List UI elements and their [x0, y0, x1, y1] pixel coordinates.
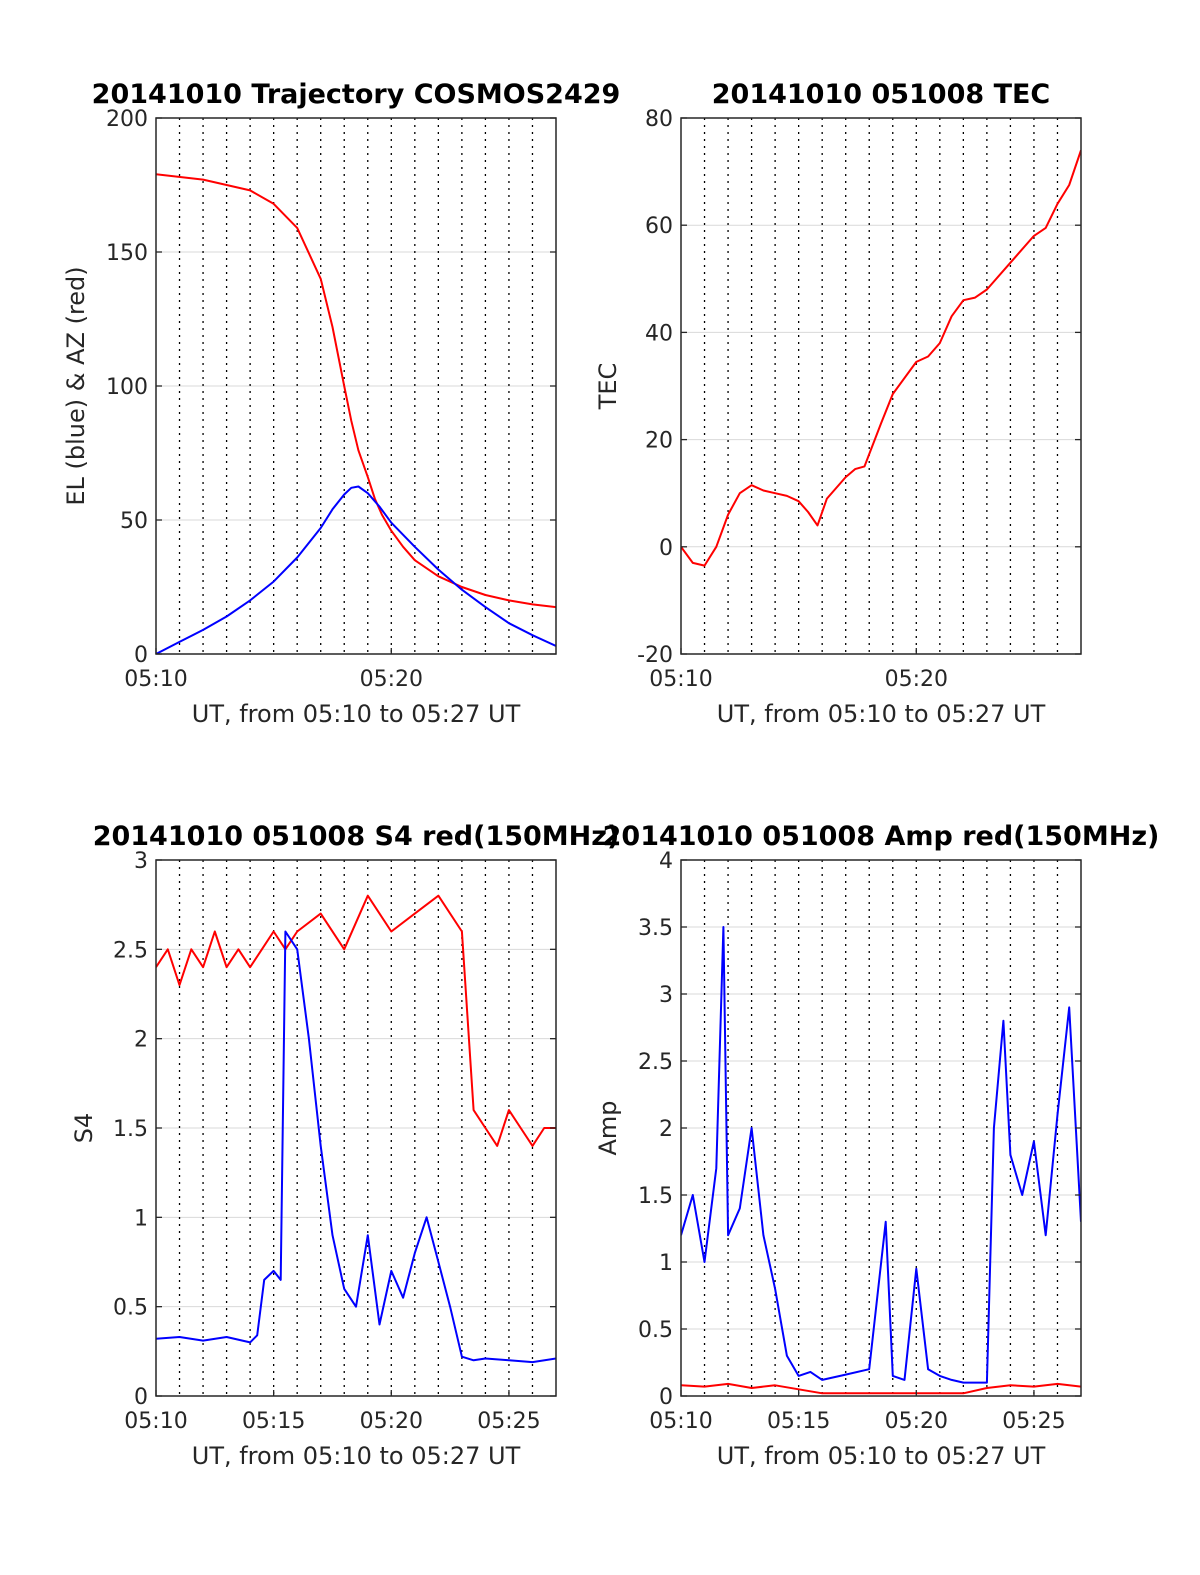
chart-trajectory: 20141010 Trajectory COSMOS2429 UT, from …	[62, 79, 620, 728]
y-tick-label: 50	[120, 509, 148, 534]
y-tick-label: 3.5	[638, 916, 673, 941]
x-tick-label: 05:10	[124, 1409, 187, 1434]
y-tick-label: 20	[645, 429, 673, 454]
x-tick-label: 05:20	[885, 667, 948, 692]
y-axis-label: Amp	[594, 1100, 622, 1155]
y-tick-label: 0	[134, 643, 148, 668]
y-tick-label: 60	[645, 214, 673, 239]
y-tick-label: 200	[106, 107, 148, 132]
x-tick-label: 05:10	[124, 667, 187, 692]
chart-title: 20141010 051008 Amp red(150MHz)	[603, 821, 1160, 852]
y-tick-label: 3	[659, 983, 673, 1008]
y-tick-label: -20	[637, 643, 673, 668]
y-axis-label: EL (blue) & AZ (red)	[62, 266, 90, 505]
y-tick-label: 4	[659, 849, 673, 874]
y-tick-label: 2	[134, 1028, 148, 1053]
series-line-1	[681, 926, 1081, 1384]
y-tick-label: 0.5	[638, 1318, 673, 1343]
x-tick-label: 05:20	[360, 1409, 423, 1434]
y-tick-label: 1.5	[113, 1117, 148, 1142]
x-tick-label: 05:15	[242, 1409, 305, 1434]
x-tick-label: 05:25	[477, 1409, 540, 1434]
x-tick-label: 05:10	[649, 1409, 712, 1434]
y-tick-label: 0	[659, 1385, 673, 1410]
chart-title: 20141010 051008 S4 red(150MHz)	[93, 821, 620, 852]
series-line-0	[156, 173, 556, 609]
y-tick-label: 0	[134, 1385, 148, 1410]
chart-s4: 20141010 051008 S4 red(150MHz) UT, from …	[70, 821, 619, 1470]
y-tick-label: 2	[659, 1117, 673, 1142]
chart-title: 20141010 051008 TEC	[712, 79, 1051, 110]
y-tick-label: 150	[106, 241, 148, 266]
chart-amp: 20141010 051008 Amp red(150MHz) UT, from…	[594, 821, 1159, 1470]
y-tick-label: 40	[645, 321, 673, 346]
series-line-0	[681, 1382, 1081, 1395]
y-tick-label: 2.5	[113, 938, 148, 963]
y-tick-label: 0.5	[113, 1296, 148, 1321]
y-tick-label: 0	[659, 536, 673, 561]
x-axis-label: UT, from 05:10 to 05:27 UT	[192, 1442, 521, 1470]
y-tick-label: 1	[659, 1251, 673, 1276]
series-line-1	[156, 930, 556, 1364]
x-axis-label: UT, from 05:10 to 05:27 UT	[192, 700, 521, 728]
series-line-0	[681, 149, 1081, 567]
y-axis-label: TEC	[594, 363, 622, 411]
y-tick-label: 3	[134, 849, 148, 874]
y-tick-label: 2.5	[638, 1050, 673, 1075]
y-tick-label: 80	[645, 107, 673, 132]
x-tick-label: 05:10	[649, 667, 712, 692]
y-axis-label: S4	[70, 1113, 98, 1144]
y-tick-label: 1.5	[638, 1184, 673, 1209]
chart-tec: 20141010 051008 TEC UT, from 05:10 to 05…	[594, 79, 1082, 728]
series-line-1	[156, 485, 556, 654]
y-tick-label: 1	[134, 1206, 148, 1231]
chart-title: 20141010 Trajectory COSMOS2429	[92, 79, 621, 110]
x-axis-label: UT, from 05:10 to 05:27 UT	[717, 1442, 1046, 1470]
axes-frame	[680, 117, 1082, 655]
x-tick-label: 05:20	[885, 1409, 948, 1434]
y-tick-label: 100	[106, 375, 148, 400]
x-axis-label: UT, from 05:10 to 05:27 UT	[717, 700, 1046, 728]
x-tick-label: 05:15	[767, 1409, 830, 1434]
series-line-0	[156, 894, 556, 1147]
x-tick-label: 05:20	[360, 667, 423, 692]
x-tick-label: 05:25	[1002, 1409, 1065, 1434]
